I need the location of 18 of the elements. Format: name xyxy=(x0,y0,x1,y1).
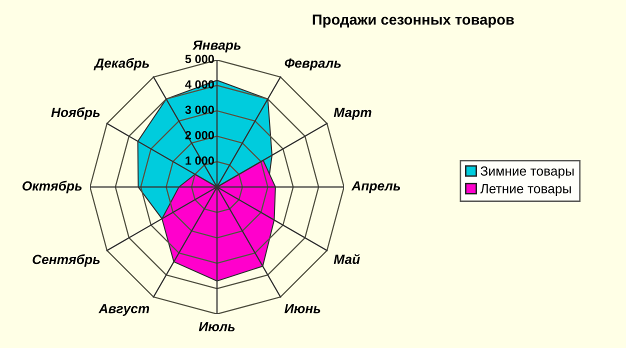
spoke-label: Апрель xyxy=(351,181,400,194)
spoke-label: Октябрь xyxy=(22,180,82,194)
spoke-label: Июнь xyxy=(284,304,320,314)
y-tick-label: 3 000 xyxy=(185,106,214,114)
spoke-label: Март xyxy=(334,108,372,120)
spoke-label: Январь xyxy=(192,40,241,52)
chart-title: Продажи сезонных товаров xyxy=(312,14,514,28)
legend-label: Летние товары xyxy=(480,184,571,196)
spoke-label: Сентябрь xyxy=(32,254,100,267)
spoke-label: Май xyxy=(334,254,360,264)
spoke-label: Август xyxy=(98,304,150,316)
spoke-label: Ноябрь xyxy=(51,107,100,120)
spoke-label: Июль xyxy=(198,322,235,332)
spoke-label: Февраль xyxy=(284,58,341,70)
y-tick-label: 4 000 xyxy=(185,80,214,89)
y-tick-label: 5 000 xyxy=(185,54,214,64)
spoke-label: Декабрь xyxy=(94,58,149,70)
legend-label: Зимние товары xyxy=(480,166,574,178)
